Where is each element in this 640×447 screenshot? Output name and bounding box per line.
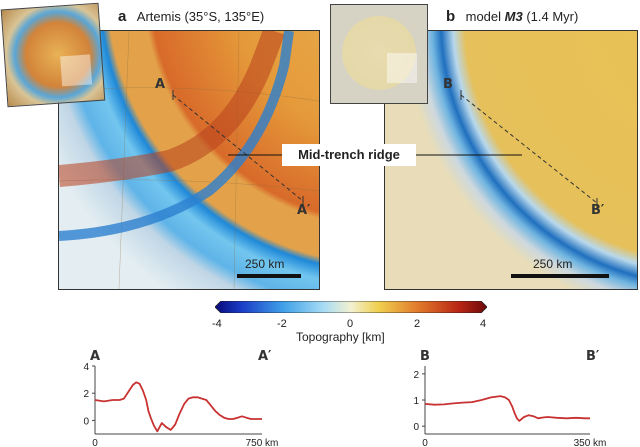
- panel-a-title: Artemis (35°S, 135°E): [136, 9, 265, 24]
- profile-b-end-label: B′: [586, 349, 600, 364]
- profile-y-tick-label: 1: [413, 396, 419, 407]
- point-a-prime-label: A′: [297, 203, 311, 218]
- profile-y-tick-label: 2: [413, 370, 419, 381]
- artemis-map-overlay: [59, 31, 319, 289]
- point-b-prime-label: B′: [591, 203, 605, 218]
- profile-y-tick-label: 4: [83, 362, 89, 373]
- panel-a-letter: a: [118, 8, 127, 25]
- panel-b-letter: b: [446, 8, 456, 25]
- profile-a-chart: 4 2 0 0 750 km: [83, 362, 278, 447]
- panel-b-model-name: M3: [504, 9, 523, 24]
- colorbar-tick-2: 2: [414, 318, 421, 330]
- panel-b-title-suffix: (1.4 Myr): [522, 9, 579, 24]
- profile-b-chart: 2 1 00 350 km: [413, 366, 606, 447]
- panel-a-heading: a Artemis (35°S, 135°E): [118, 8, 264, 26]
- model-context-thumbnail: [330, 4, 428, 104]
- panel-b-title-prefix: model: [465, 9, 505, 24]
- profile-y-tick-label: 2: [83, 389, 89, 400]
- point-a-label: A: [155, 77, 166, 92]
- profile-a-start-label: A: [90, 349, 101, 364]
- colorbar-tick-m4: -4: [212, 318, 222, 330]
- profile-x-tick-label-end: 750 km: [246, 438, 279, 447]
- colorbar-tick-4: 4: [480, 318, 487, 330]
- profile-b-start-label: B: [420, 349, 430, 364]
- thumbnail-inset-box-b: [387, 53, 417, 83]
- profile-series-line: [424, 395, 590, 422]
- profile-x-tick-label-end: 350 km: [574, 438, 607, 447]
- profile-y-tick-label: 0: [83, 416, 89, 427]
- point-b-label: B: [443, 77, 453, 92]
- model-map-overlay: [460, 90, 609, 278]
- panel-b-heading: b model M3 (1.4 Myr): [446, 8, 578, 26]
- profile-x-tick-label-start: 0: [422, 438, 428, 447]
- colorbar-tick-0: 0: [347, 318, 354, 330]
- profile-y-tick-label: 0: [413, 422, 419, 433]
- colorbar-tick-m2: -2: [277, 318, 287, 330]
- profile-series-line: [94, 381, 262, 433]
- mid-trench-ridge-label: Mid-trench ridge: [282, 144, 416, 166]
- colorbar-label: Topography [km]: [296, 330, 385, 344]
- profile-x-tick-label-start: 0: [92, 438, 98, 447]
- model-disc: [342, 16, 416, 90]
- profile-a-end-label: A′: [258, 349, 272, 364]
- scale-bar-label-b: 250 km: [533, 257, 573, 271]
- scale-bar-label-a: 250 km: [245, 257, 285, 271]
